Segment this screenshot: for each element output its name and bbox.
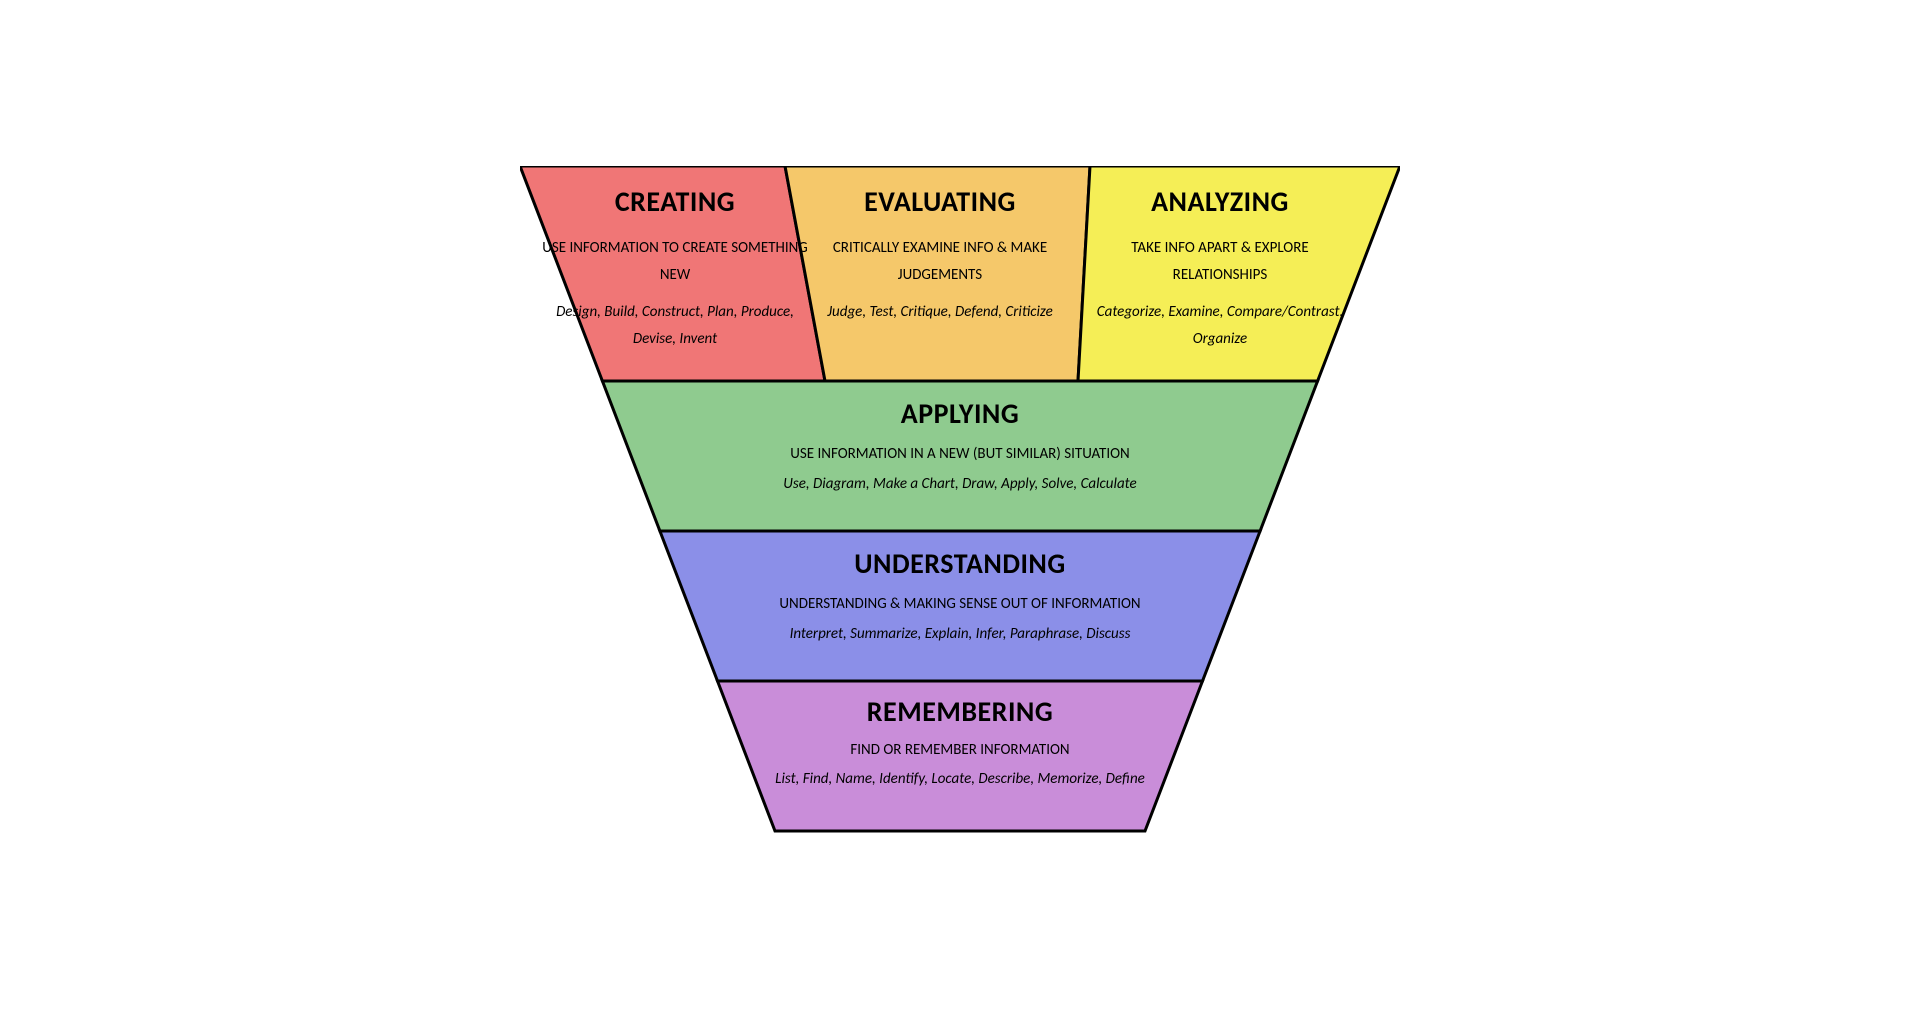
creating-desc: USE INFORMATION TO CREATE SOMETHING NEW [540, 235, 810, 289]
panel-creating-text: CREATING USE INFORMATION TO CREATE SOMET… [540, 184, 810, 353]
remembering-verbs: List, Find, Name, Identify, Locate, Desc… [750, 767, 1170, 793]
applying-verbs: Use, Diagram, Make a Chart, Draw, Apply,… [660, 475, 1260, 493]
applying-title: APPLYING [660, 396, 1260, 431]
analyzing-desc: TAKE INFO APART & EXPLORE RELATIONSHIPS [1090, 235, 1350, 289]
panel-evaluating-text: EVALUATING CRITICALLY EXAMINE INFO & MAK… [810, 184, 1070, 326]
creating-title: CREATING [540, 184, 810, 219]
understanding-verbs: Interpret, Summarize, Explain, Infer, Pa… [700, 625, 1220, 643]
blooms-taxonomy-diagram: CREATING USE INFORMATION TO CREATE SOMET… [520, 166, 1400, 846]
panel-analyzing-text: ANALYZING TAKE INFO APART & EXPLORE RELA… [1090, 184, 1350, 353]
panel-remembering-text: REMEMBERING FIND OR REMEMBER INFORMATION… [750, 694, 1170, 793]
understanding-desc: UNDERSTANDING & MAKING SENSE OUT OF INFO… [700, 595, 1220, 613]
text-layer: CREATING USE INFORMATION TO CREATE SOMET… [520, 166, 1400, 846]
evaluating-title: EVALUATING [810, 184, 1070, 219]
panel-understanding-text: UNDERSTANDING UNDERSTANDING & MAKING SEN… [700, 546, 1220, 643]
analyzing-title: ANALYZING [1090, 184, 1350, 219]
remembering-title: REMEMBERING [750, 694, 1170, 729]
panel-applying-text: APPLYING USE INFORMATION IN A NEW (BUT S… [660, 396, 1260, 493]
analyzing-verbs: Categorize, Examine, Compare/Contrast, O… [1090, 299, 1350, 353]
evaluating-verbs: Judge, Test, Critique, Defend, Criticize [810, 299, 1070, 326]
remembering-desc: FIND OR REMEMBER INFORMATION [750, 741, 1170, 759]
evaluating-desc: CRITICALLY EXAMINE INFO & MAKE JUDGEMENT… [810, 235, 1070, 289]
understanding-title: UNDERSTANDING [700, 546, 1220, 581]
creating-verbs: Design, Build, Construct, Plan, Produce,… [540, 299, 810, 353]
applying-desc: USE INFORMATION IN A NEW (BUT SIMILAR) S… [660, 445, 1260, 463]
